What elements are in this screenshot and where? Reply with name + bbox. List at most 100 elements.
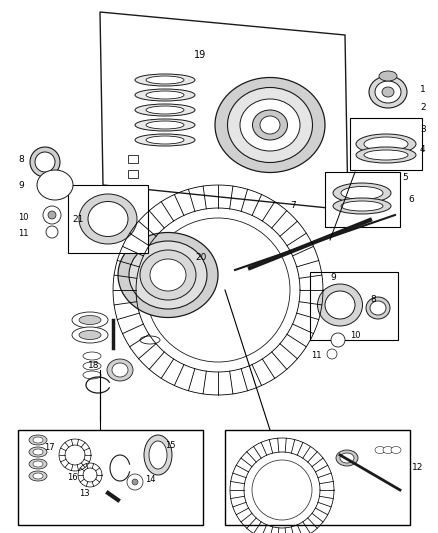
Ellipse shape — [33, 449, 43, 455]
Text: 16: 16 — [67, 472, 78, 481]
Ellipse shape — [366, 297, 390, 319]
Ellipse shape — [33, 473, 43, 479]
Bar — [225, 430, 410, 525]
Ellipse shape — [318, 284, 363, 326]
Ellipse shape — [29, 459, 47, 469]
Text: 4: 4 — [420, 146, 426, 155]
Ellipse shape — [135, 134, 195, 146]
Ellipse shape — [379, 71, 397, 81]
Circle shape — [132, 479, 138, 485]
Ellipse shape — [135, 74, 195, 86]
Ellipse shape — [135, 119, 195, 131]
Ellipse shape — [146, 76, 184, 84]
Ellipse shape — [336, 450, 358, 466]
Text: 10: 10 — [18, 214, 28, 222]
Ellipse shape — [146, 106, 184, 114]
Ellipse shape — [79, 194, 137, 244]
Circle shape — [331, 333, 345, 347]
Text: 12: 12 — [412, 464, 424, 472]
Text: 3: 3 — [420, 125, 426, 134]
Ellipse shape — [215, 77, 325, 173]
Ellipse shape — [83, 371, 101, 379]
Ellipse shape — [29, 447, 47, 457]
Ellipse shape — [79, 330, 101, 340]
Ellipse shape — [83, 362, 101, 370]
Bar — [128, 170, 138, 178]
Ellipse shape — [333, 183, 391, 203]
Ellipse shape — [140, 250, 196, 300]
Text: 8: 8 — [18, 156, 24, 165]
Ellipse shape — [146, 121, 184, 129]
Ellipse shape — [72, 327, 108, 343]
Bar — [128, 155, 138, 163]
Circle shape — [146, 218, 290, 362]
Text: 7: 7 — [290, 200, 296, 209]
Text: 11: 11 — [18, 229, 28, 238]
Circle shape — [43, 206, 61, 224]
Bar — [18, 430, 203, 525]
Ellipse shape — [240, 261, 260, 275]
Circle shape — [46, 226, 58, 238]
Ellipse shape — [146, 91, 184, 99]
Text: 14: 14 — [145, 475, 155, 484]
Bar — [350, 118, 422, 170]
Bar — [325, 172, 400, 227]
Ellipse shape — [29, 471, 47, 481]
Text: 2: 2 — [420, 103, 426, 112]
Ellipse shape — [375, 447, 385, 454]
Ellipse shape — [79, 316, 101, 325]
Ellipse shape — [129, 241, 207, 309]
Ellipse shape — [341, 187, 383, 199]
Circle shape — [327, 349, 337, 359]
Ellipse shape — [135, 89, 195, 101]
Ellipse shape — [391, 447, 401, 454]
Ellipse shape — [364, 137, 408, 151]
Ellipse shape — [135, 104, 195, 116]
Text: 11: 11 — [311, 351, 322, 360]
Ellipse shape — [149, 441, 167, 469]
Ellipse shape — [33, 461, 43, 467]
Text: 8: 8 — [370, 295, 376, 304]
Text: 10: 10 — [350, 330, 360, 340]
Text: 20: 20 — [195, 254, 206, 262]
Text: 9: 9 — [18, 181, 24, 190]
Ellipse shape — [72, 312, 108, 328]
Ellipse shape — [107, 359, 133, 381]
Ellipse shape — [260, 116, 280, 134]
Ellipse shape — [150, 259, 186, 291]
Text: 18: 18 — [88, 360, 99, 369]
Circle shape — [252, 460, 312, 520]
Ellipse shape — [356, 147, 416, 163]
Ellipse shape — [83, 352, 101, 360]
Ellipse shape — [252, 110, 287, 140]
Ellipse shape — [37, 170, 73, 200]
Text: 6: 6 — [408, 196, 414, 205]
Ellipse shape — [356, 134, 416, 154]
Text: 15: 15 — [165, 440, 176, 449]
Ellipse shape — [375, 81, 401, 103]
Ellipse shape — [340, 453, 354, 463]
Ellipse shape — [333, 198, 391, 214]
Ellipse shape — [140, 336, 160, 344]
Text: 13: 13 — [79, 489, 90, 497]
Ellipse shape — [240, 99, 300, 151]
Ellipse shape — [88, 201, 128, 237]
Circle shape — [48, 211, 56, 219]
Bar — [310, 272, 398, 340]
Text: 19: 19 — [194, 50, 206, 60]
Bar — [68, 185, 148, 253]
Circle shape — [127, 474, 143, 490]
Text: 21: 21 — [72, 215, 83, 224]
Ellipse shape — [33, 437, 43, 443]
Ellipse shape — [382, 87, 394, 97]
Ellipse shape — [370, 301, 386, 315]
Ellipse shape — [325, 291, 355, 319]
Ellipse shape — [146, 136, 184, 144]
Ellipse shape — [118, 232, 218, 318]
Ellipse shape — [383, 447, 393, 454]
Ellipse shape — [227, 87, 312, 163]
Ellipse shape — [29, 435, 47, 445]
Ellipse shape — [234, 257, 266, 279]
Text: 9: 9 — [330, 273, 336, 282]
Ellipse shape — [30, 147, 60, 177]
